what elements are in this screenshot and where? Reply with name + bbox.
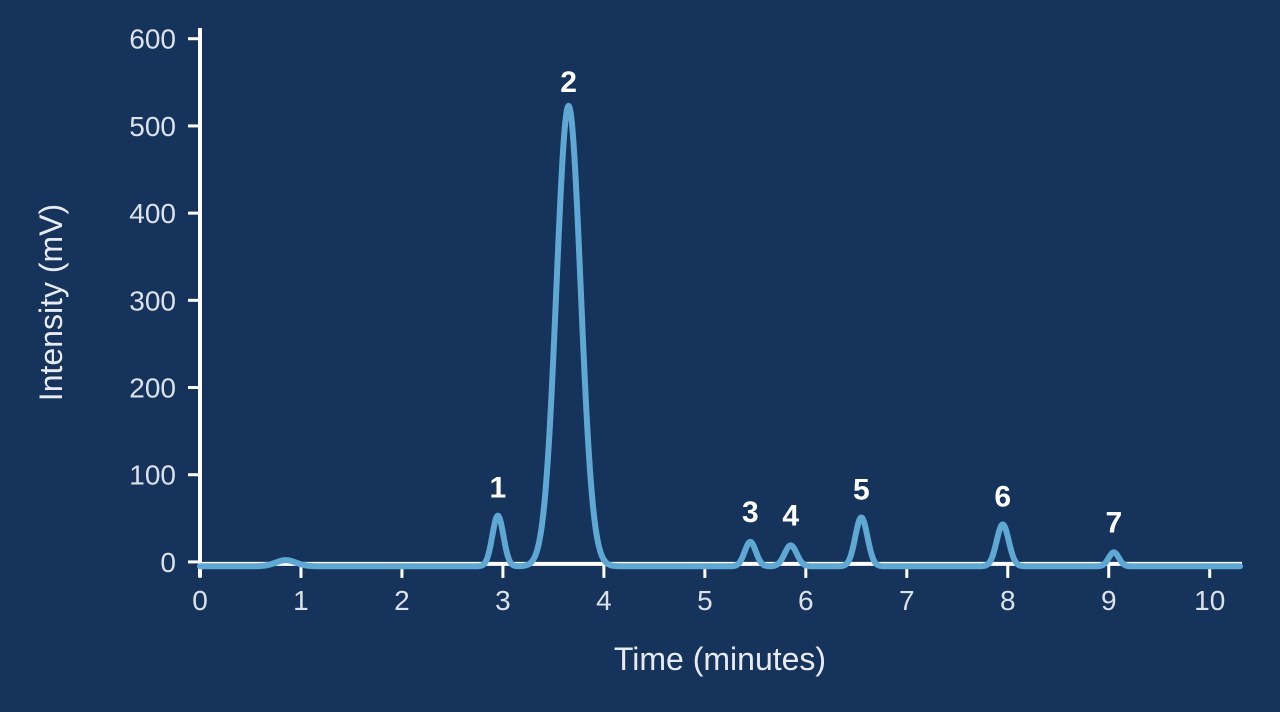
xtick-label: 7 xyxy=(899,585,915,616)
peak-label: 7 xyxy=(1105,506,1122,539)
xtick-label: 8 xyxy=(1000,585,1016,616)
chromatogram-chart: 0100200300400500600012345678910Time (min… xyxy=(0,0,1280,712)
ytick-label: 100 xyxy=(129,460,176,491)
xtick-label: 10 xyxy=(1194,585,1225,616)
peak-label: 3 xyxy=(742,496,759,529)
ytick-label: 600 xyxy=(129,24,176,55)
peak-label: 6 xyxy=(994,480,1011,513)
xtick-label: 9 xyxy=(1101,585,1117,616)
ytick-label: 400 xyxy=(129,198,176,229)
xtick-label: 4 xyxy=(596,585,612,616)
peak-label: 1 xyxy=(490,472,507,505)
xtick-label: 2 xyxy=(394,585,410,616)
xtick-label: 5 xyxy=(697,585,713,616)
xtick-label: 3 xyxy=(495,585,511,616)
ytick-label: 500 xyxy=(129,111,176,142)
xtick-label: 6 xyxy=(798,585,814,616)
y-axis-label: Intensity (mV) xyxy=(33,204,69,401)
x-axis-label: Time (minutes) xyxy=(614,641,826,677)
peak-label: 4 xyxy=(782,499,799,532)
chromatogram-trace xyxy=(200,106,1240,566)
xtick-label: 1 xyxy=(293,585,309,616)
xtick-label: 0 xyxy=(192,585,208,616)
ytick-label: 200 xyxy=(129,373,176,404)
peak-label: 2 xyxy=(560,66,577,99)
ytick-label: 0 xyxy=(160,547,176,578)
peak-label: 5 xyxy=(853,473,870,506)
ytick-label: 300 xyxy=(129,285,176,316)
